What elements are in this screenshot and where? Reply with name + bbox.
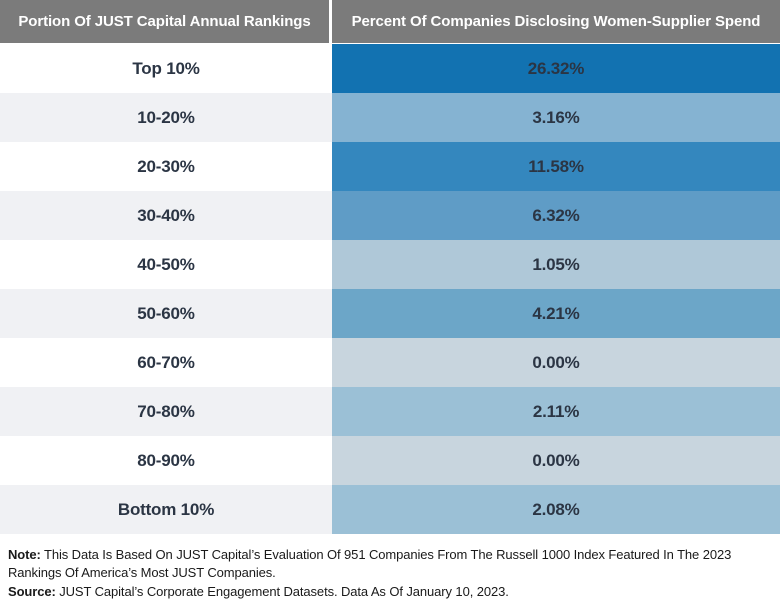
source-line: Source: JUST Capital’s Corporate Engagem… <box>8 583 772 601</box>
table-body: Top 10% 26.32% 10-20% 3.16% 20-30% 11.58… <box>0 44 780 534</box>
table-row: 80-90% 0.00% <box>0 436 780 485</box>
ranking-decile-cell: 30-40% <box>0 191 332 240</box>
disclosure-value-cell: 2.11% <box>332 387 780 436</box>
disclosure-value-cell: 0.00% <box>332 338 780 387</box>
disclosure-value-cell: 11.58% <box>332 142 780 191</box>
table-row: 20-30% 11.58% <box>0 142 780 191</box>
source-label: Source: <box>8 583 56 599</box>
table-row: 70-80% 2.11% <box>0 387 780 436</box>
note-line: Note: This Data Is Based On JUST Capital… <box>8 546 772 583</box>
table-row: Bottom 10% 2.08% <box>0 485 780 534</box>
ranking-decile-cell: Bottom 10% <box>0 485 332 534</box>
disclosure-value-cell: 3.16% <box>332 93 780 142</box>
table-row: 10-20% 3.16% <box>0 93 780 142</box>
column-header-disclosure: Percent Of Companies Disclosing Women-Su… <box>351 13 761 30</box>
footnotes: Note: This Data Is Based On JUST Capital… <box>0 534 780 601</box>
ranking-decile-cell: 60-70% <box>0 338 332 387</box>
ranking-decile-cell: 70-80% <box>0 387 332 436</box>
column-header-rankings: Portion Of JUST Capital Annual Rankings <box>0 0 332 43</box>
note-label: Note: <box>8 547 41 562</box>
ranking-decile-cell: 40-50% <box>0 240 332 289</box>
disclosure-value-cell: 0.00% <box>332 436 780 485</box>
disclosure-value-cell: 26.32% <box>332 44 780 93</box>
disclosure-value-cell: 1.05% <box>332 240 780 289</box>
table-row: 40-50% 1.05% <box>0 240 780 289</box>
source-text: JUST Capital’s Corporate Engagement Data… <box>55 583 509 599</box>
disclosure-value-cell: 6.32% <box>332 191 780 240</box>
ranking-decile-cell: 20-30% <box>0 142 332 191</box>
ranking-decile-cell: Top 10% <box>0 44 332 93</box>
note-text: This Data Is Based On JUST Capital’s Eva… <box>8 547 732 581</box>
disclosure-value-cell: 2.08% <box>332 485 780 534</box>
table-header-row: Portion Of JUST Capital Annual Rankings … <box>0 0 780 43</box>
table-row: 50-60% 4.21% <box>0 289 780 338</box>
table-row: 60-70% 0.00% <box>0 338 780 387</box>
table-row: Top 10% 26.32% <box>0 44 780 93</box>
ranking-decile-cell: 50-60% <box>0 289 332 338</box>
disclosure-value-cell: 4.21% <box>332 289 780 338</box>
ranking-decile-cell: 80-90% <box>0 436 332 485</box>
ranking-decile-cell: 10-20% <box>0 93 332 142</box>
table-row: 30-40% 6.32% <box>0 191 780 240</box>
